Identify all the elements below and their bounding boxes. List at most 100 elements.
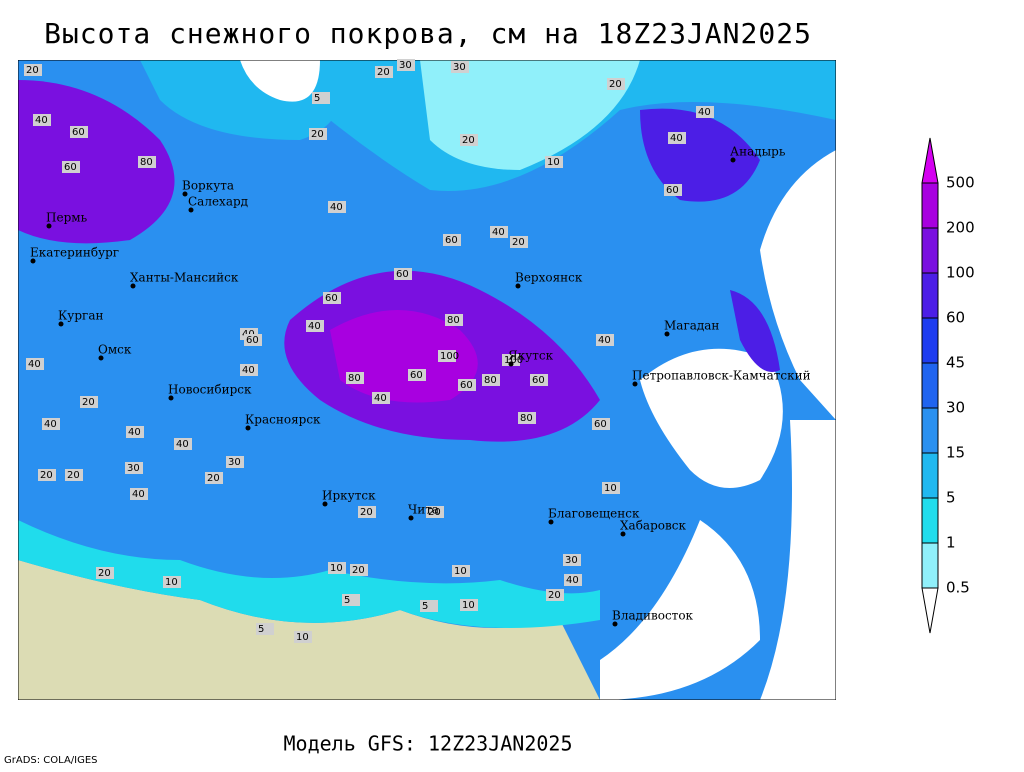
city-dot	[46, 223, 52, 229]
contour-label: 60	[64, 162, 77, 173]
legend-swatch	[921, 182, 939, 229]
contour-label-box	[458, 379, 476, 391]
contour-label-box	[443, 234, 461, 246]
contour-label-box	[294, 631, 312, 643]
legend-swatch	[921, 542, 939, 589]
contour-label-box	[328, 562, 346, 574]
contour-label-box	[510, 236, 528, 248]
contour-label-box	[80, 396, 98, 408]
legend-label: 200	[946, 219, 975, 237]
contour-label: 60	[72, 127, 85, 138]
contour-label: 40	[330, 202, 343, 213]
city-dot	[632, 381, 638, 387]
city-label: Ханты-Мансийск	[130, 271, 239, 285]
contour-label-box	[607, 78, 625, 90]
city-label: Салехард	[188, 195, 248, 209]
legend-label: 500	[946, 174, 975, 192]
contour-label: 10	[454, 566, 467, 577]
contour-label: 60	[246, 335, 259, 346]
city-label: Якутск	[508, 349, 554, 363]
legend-swatch	[921, 407, 939, 454]
credit: GrADS: COLA/IGES	[4, 755, 98, 766]
contour-label-box	[358, 506, 376, 518]
contour-label: 20	[609, 79, 622, 90]
contour-label: 60	[410, 370, 423, 381]
contour-label: 20	[98, 568, 111, 579]
contour-label-box	[596, 334, 614, 346]
legend-swatch	[921, 317, 939, 364]
city-label: Воркута	[182, 179, 234, 193]
contour-label: 30	[399, 60, 412, 71]
city-dot	[664, 331, 670, 337]
contour-label: 60	[460, 380, 473, 391]
contour-label-box	[602, 482, 620, 494]
contour-label-box	[482, 374, 500, 386]
legend-label: 60	[946, 309, 965, 327]
city-dot	[130, 283, 136, 289]
contour-label: 10	[330, 563, 343, 574]
city-label: Анадырь	[730, 145, 786, 159]
city-dot	[188, 207, 194, 213]
legend-label: 5	[946, 489, 956, 507]
contour-label: 20	[207, 473, 220, 484]
contour-label-box	[518, 412, 536, 424]
contour-label: 20	[377, 67, 390, 78]
city-label: Новосибирск	[168, 383, 252, 397]
city-label: Красноярск	[245, 413, 321, 427]
city-dot	[620, 531, 626, 537]
contour-label-box	[696, 106, 714, 118]
legend-swatch	[921, 497, 939, 544]
contour-label: 5	[422, 601, 428, 612]
contour-labels: 20 30 30 20 5 20 40 60 80 60 20 10 20 40 40 40 60 40 20 60 6…	[24, 59, 714, 643]
contour-label-box	[452, 565, 470, 577]
city-dot	[730, 157, 736, 163]
city-dot	[612, 621, 618, 627]
contour-label-box	[375, 66, 393, 78]
contour-label-box	[312, 92, 330, 104]
contour-label: 40	[670, 133, 683, 144]
contour-label-box	[138, 156, 156, 168]
city-dot	[168, 395, 174, 401]
contour-label-box	[38, 469, 56, 481]
contour-label: 10	[165, 577, 178, 588]
contour-label: 60	[532, 375, 545, 386]
contour-label: 30	[127, 463, 140, 474]
contour-label: 40	[44, 419, 57, 430]
contour-label-box	[244, 334, 262, 346]
contour-label-box	[350, 564, 368, 576]
contour-label: 40	[492, 227, 505, 238]
contour-label: 40	[35, 115, 48, 126]
contour-label-box	[490, 226, 508, 238]
contour-label-box	[546, 589, 564, 601]
contour-label: 20	[428, 507, 441, 518]
contour-label: 40	[698, 107, 711, 118]
legend-label: 15	[946, 444, 965, 462]
contour-label-box	[397, 59, 415, 71]
contour-label-box	[26, 358, 44, 370]
contour-label: 10	[547, 157, 560, 168]
contour-label: 5	[344, 595, 350, 606]
contour-label: 80	[520, 413, 533, 424]
contour-label: 20	[311, 129, 324, 140]
contour-label: 10	[604, 483, 617, 494]
contour-label-box	[342, 594, 360, 606]
city-label: Петропавловск-Камчатский	[632, 369, 811, 383]
contour-label: 20	[40, 470, 53, 481]
legend-label: 1	[946, 534, 956, 552]
legend-swatch	[921, 227, 939, 274]
contour-label-box	[460, 599, 478, 611]
contour-label: 40	[28, 359, 41, 370]
contour-label-box	[394, 268, 412, 280]
contour-label: 20	[352, 565, 365, 576]
contour-label-box	[306, 320, 324, 332]
city-dot	[515, 283, 521, 289]
city-label: Благовещенск	[548, 507, 640, 521]
city-label: Пермь	[46, 211, 88, 225]
contour-label-box	[205, 472, 223, 484]
contour-label: 10	[462, 600, 475, 611]
contour-label: 60	[445, 235, 458, 246]
contour-label-box	[451, 61, 469, 73]
contour-label-box	[226, 456, 244, 468]
city-dot	[98, 355, 104, 361]
